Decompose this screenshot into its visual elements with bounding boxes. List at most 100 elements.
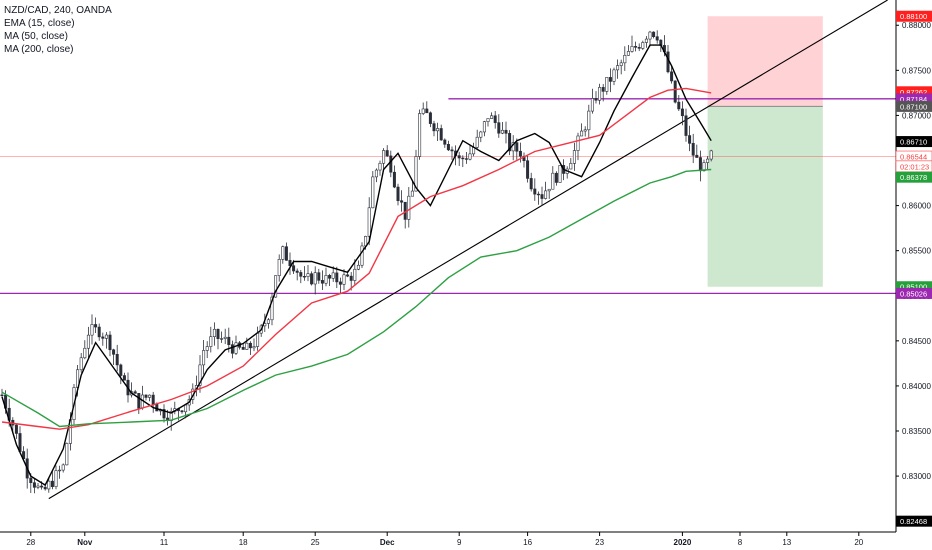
candle-body — [292, 265, 296, 272]
series-ema-15-close- — [1, 44, 712, 487]
candle-body — [144, 394, 148, 398]
candle-body — [518, 150, 522, 157]
candle-body — [652, 31, 656, 37]
candle-body — [61, 464, 65, 471]
y-tick-label: 0.83000 — [902, 472, 931, 481]
candle-body — [598, 87, 602, 101]
candle-body — [436, 128, 440, 132]
candle-body — [284, 246, 288, 261]
candle-body — [112, 349, 116, 355]
x-tick-label: 16 — [523, 538, 532, 547]
candle-body — [43, 486, 47, 490]
price-label-box — [896, 100, 932, 112]
candle-body — [634, 46, 638, 48]
candle-body — [40, 485, 44, 488]
candle-body — [349, 275, 353, 281]
candle-body — [504, 129, 508, 134]
candle-body — [317, 272, 321, 281]
price-label-text: 02:01:23 — [900, 162, 929, 171]
candle-body — [209, 336, 213, 347]
candle-body — [580, 130, 584, 137]
candle-body — [554, 172, 558, 183]
price-label-box — [896, 86, 932, 98]
candle-body — [673, 80, 677, 103]
candle-body — [331, 272, 335, 279]
candle-body — [587, 110, 591, 131]
candle-body — [392, 171, 396, 188]
candle-body — [439, 128, 443, 141]
price-label-box — [896, 281, 932, 293]
candle-body — [425, 108, 429, 114]
candle-body — [342, 274, 346, 285]
candle-body — [709, 150, 713, 160]
candle-body — [212, 328, 216, 337]
y-tick-label: 0.83500 — [902, 427, 931, 436]
candle-body — [324, 275, 328, 284]
candle-body — [443, 139, 447, 145]
candle-body — [533, 188, 537, 195]
candle-body — [58, 469, 62, 472]
x-tick-label: 11 — [160, 538, 169, 547]
price-label-text: 0.85100 — [900, 283, 927, 292]
candle-body — [648, 31, 652, 40]
candle-body — [36, 485, 40, 488]
candle-body — [493, 115, 497, 123]
candle-body — [248, 342, 252, 349]
candle-body — [490, 115, 494, 119]
candle-body — [644, 38, 648, 43]
candle-body — [529, 178, 533, 190]
candle-body — [220, 338, 224, 340]
candle-body — [637, 47, 641, 49]
candle-body — [266, 319, 270, 324]
candle-body — [691, 143, 695, 156]
candle-body — [457, 155, 461, 159]
candle-body — [374, 169, 378, 178]
price-label-box — [896, 515, 932, 527]
candle-body — [698, 157, 702, 172]
candle-body — [583, 129, 587, 132]
candle-body — [227, 336, 231, 345]
legend-ma200: MA (200, close) — [4, 44, 74, 55]
candle-body — [47, 480, 51, 490]
candle-body — [104, 334, 108, 339]
candle-body — [108, 334, 112, 351]
candle-body — [616, 65, 620, 71]
candle-body — [464, 158, 468, 160]
candle-body — [432, 123, 436, 132]
candle-body — [94, 324, 98, 328]
candle-body — [338, 281, 342, 285]
x-tick-label: Nov — [77, 538, 93, 547]
candle-body — [310, 273, 314, 285]
candle-body — [32, 482, 36, 488]
candle-body — [410, 190, 414, 197]
price-label-text: 0.86378 — [900, 173, 927, 182]
candle-body — [320, 280, 324, 284]
candle-body — [612, 69, 616, 82]
candle-body — [414, 156, 418, 192]
candle-body — [101, 336, 105, 339]
candle-body — [400, 200, 404, 203]
candle-body — [29, 477, 33, 483]
candle-body — [608, 77, 612, 82]
price-label-text: 0.88100 — [900, 12, 927, 21]
candle-body — [18, 433, 22, 452]
candle-body — [14, 424, 18, 434]
price-label-text: 0.87262 — [900, 88, 927, 97]
candle-body — [446, 143, 450, 151]
x-tick-label: 28 — [26, 538, 35, 547]
x-tick-label: 13 — [782, 538, 791, 547]
candle-body — [122, 375, 126, 381]
price-label-text: 0.86544 — [900, 153, 927, 162]
candle-body — [353, 268, 357, 281]
candle-body — [407, 195, 411, 220]
candle-body — [184, 404, 188, 413]
price-label-text: 0.86710 — [900, 138, 927, 147]
candle-body — [202, 350, 206, 366]
x-tick-label: 25 — [311, 538, 320, 547]
candle-body — [601, 87, 605, 92]
candle-body — [385, 150, 389, 157]
candle-body — [302, 276, 306, 278]
candle-body — [497, 122, 501, 134]
y-tick-label: 0.84000 — [902, 382, 931, 391]
